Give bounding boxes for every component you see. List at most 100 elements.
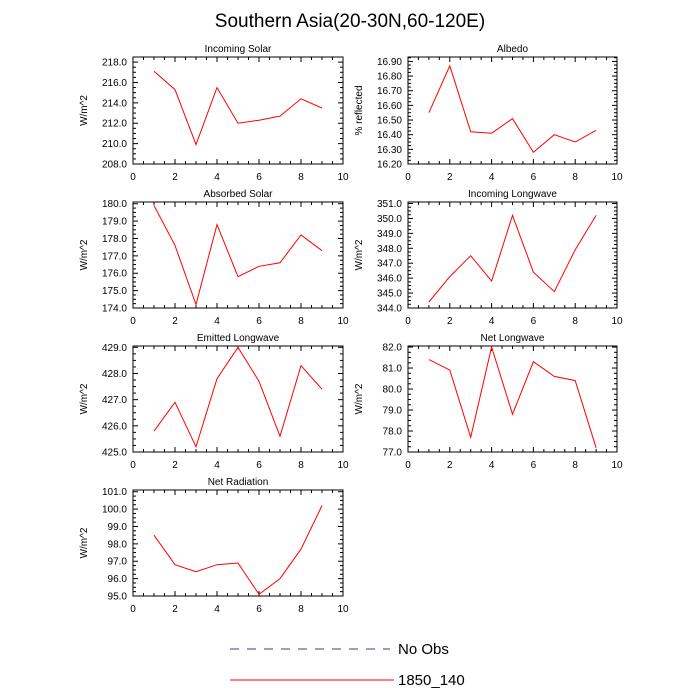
y-tick-label: 345.0 xyxy=(377,289,402,300)
y-tick-label: 81.0 xyxy=(383,364,403,375)
y-tick-label: 16.70 xyxy=(377,86,402,97)
x-tick-label: 10 xyxy=(337,460,349,471)
y-tick-label: 16.60 xyxy=(377,101,402,112)
y-tick-label: 218.0 xyxy=(102,58,127,69)
series-line xyxy=(153,70,323,147)
x-tick-label: 2 xyxy=(172,172,178,183)
panel-1: 0 2 4 6 8 10 16.20 16.30 16.40 16.50 16.60 16.70 16.… xyxy=(354,44,623,183)
x-tick-label: 2 xyxy=(447,460,453,471)
y-tick-label: 350.0 xyxy=(377,214,402,225)
y-tick-label: 80.0 xyxy=(383,385,403,396)
x-tick-label: 8 xyxy=(572,172,578,183)
legend: No Obs 1850_140 xyxy=(230,641,465,689)
panel-title: Net Longwave xyxy=(481,333,545,344)
panel-title: Incoming Solar xyxy=(205,44,272,55)
x-tick-label: 4 xyxy=(489,172,495,183)
y-tick-label: 95.0 xyxy=(108,592,128,603)
x-tick-label: 0 xyxy=(130,172,136,183)
y-axis-label: % reflected xyxy=(354,85,365,135)
y-tick-label: 349.0 xyxy=(377,229,402,240)
y-tick-label: 346.0 xyxy=(377,274,402,285)
x-tick-label: 10 xyxy=(337,604,349,615)
x-tick-label: 8 xyxy=(572,316,578,327)
panel-0: 0 2 4 6 8 10 208.0 210.0 212.0 214.0 216.0 218.0 W/m… xyxy=(79,44,349,183)
panel-5: 0 2 4 6 8 10 77.0 78.0 79.0 80.0 81.0 82.0 W/m^2 Net … xyxy=(354,333,623,471)
x-tick-label: 8 xyxy=(298,172,304,183)
x-tick-label: 2 xyxy=(172,604,178,615)
x-tick-label: 0 xyxy=(130,460,136,471)
series-line xyxy=(428,345,597,448)
y-tick-label: 16.30 xyxy=(377,145,402,156)
y-tick-label: 347.0 xyxy=(377,259,402,270)
x-tick-label: 8 xyxy=(572,460,578,471)
x-tick-label: 10 xyxy=(611,460,623,471)
x-tick-label: 6 xyxy=(531,460,537,471)
panel-title: Absorbed Solar xyxy=(204,189,274,200)
panel-6: 0 2 4 6 8 10 95.0 96.0 97.0 98.0 99.0 100.0 101.0 W/m… xyxy=(79,477,349,615)
x-tick-label: 2 xyxy=(172,460,178,471)
y-tick-label: 214.0 xyxy=(102,98,127,109)
y-tick-label: 97.0 xyxy=(108,557,128,568)
x-tick-label: 0 xyxy=(405,172,411,183)
x-tick-label: 10 xyxy=(611,172,623,183)
y-tick-label: 16.40 xyxy=(377,130,402,141)
y-tick-label: 180.0 xyxy=(102,199,127,210)
y-tick-label: 210.0 xyxy=(102,139,127,150)
series-line xyxy=(428,213,597,303)
y-tick-label: 178.0 xyxy=(102,234,127,245)
y-tick-label: 176.0 xyxy=(102,269,127,280)
y-tick-label: 16.90 xyxy=(377,57,402,68)
x-tick-label: 8 xyxy=(298,604,304,615)
y-tick-label: 101.0 xyxy=(102,487,127,498)
panel-title: Incoming Longwave xyxy=(468,189,557,200)
y-tick-label: 179.0 xyxy=(102,217,127,228)
y-tick-label: 78.0 xyxy=(383,427,403,438)
x-tick-label: 6 xyxy=(531,316,537,327)
panel-title: Albedo xyxy=(497,44,529,55)
x-tick-label: 4 xyxy=(214,460,220,471)
y-axis-label: W/m^2 xyxy=(79,527,90,558)
y-tick-label: 100.0 xyxy=(102,505,127,516)
y-tick-label: 16.50 xyxy=(377,116,402,127)
y-tick-label: 348.0 xyxy=(377,244,402,255)
y-axis-label: W/m^2 xyxy=(354,383,365,414)
x-tick-label: 0 xyxy=(405,316,411,327)
x-tick-label: 8 xyxy=(298,316,304,327)
y-tick-label: 425.0 xyxy=(102,448,127,459)
y-tick-label: 16.80 xyxy=(377,72,402,83)
x-tick-label: 2 xyxy=(447,316,453,327)
y-tick-label: 16.20 xyxy=(377,160,402,171)
x-tick-label: 4 xyxy=(489,460,495,471)
x-tick-label: 10 xyxy=(611,316,623,327)
x-tick-label: 2 xyxy=(172,316,178,327)
series-line xyxy=(153,505,323,596)
series-line xyxy=(428,64,597,154)
y-tick-label: 426.0 xyxy=(102,421,127,432)
panels: 0 2 4 6 8 10 208.0 210.0 212.0 214.0 216.0 218.0 W/m… xyxy=(79,44,623,615)
y-tick-label: 96.0 xyxy=(108,574,128,585)
y-tick-label: 98.0 xyxy=(108,539,128,550)
x-tick-label: 6 xyxy=(256,460,262,471)
x-tick-label: 4 xyxy=(489,316,495,327)
y-tick-label: 428.0 xyxy=(102,369,127,380)
x-tick-label: 2 xyxy=(447,172,453,183)
x-tick-label: 4 xyxy=(214,172,220,183)
series-line xyxy=(153,346,323,449)
x-tick-label: 0 xyxy=(405,460,411,471)
y-tick-label: 174.0 xyxy=(102,304,127,315)
x-tick-label: 6 xyxy=(531,172,537,183)
y-tick-label: 212.0 xyxy=(102,119,127,130)
x-tick-label: 0 xyxy=(130,316,136,327)
x-tick-label: 10 xyxy=(337,172,349,183)
legend-obs-label: No Obs xyxy=(398,641,449,658)
panel-4: 0 2 4 6 8 10 425.0 426.0 427.0 428.0 429.0 W/m^2 Emi… xyxy=(79,333,349,471)
panel-title: Emitted Longwave xyxy=(197,333,280,344)
y-tick-label: 208.0 xyxy=(102,160,127,171)
y-tick-label: 351.0 xyxy=(377,199,402,210)
x-tick-label: 4 xyxy=(214,316,220,327)
x-tick-label: 6 xyxy=(256,316,262,327)
y-axis-label: W/m^2 xyxy=(79,95,90,126)
panel-3: 0 2 4 6 8 10 344.0 345.0 346.0 347.0 348.0 349.0 350… xyxy=(354,189,623,327)
panel-title: Net Radiation xyxy=(208,477,269,488)
